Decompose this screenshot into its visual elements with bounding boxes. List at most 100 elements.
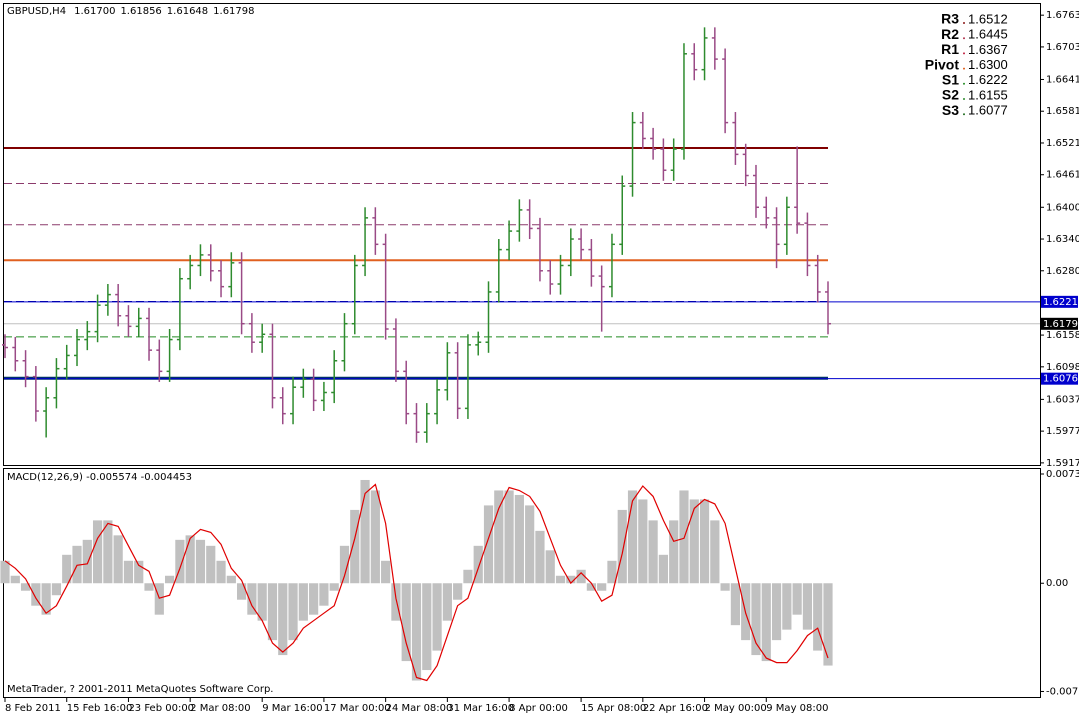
macd-histogram-bar <box>514 494 524 584</box>
macd-histogram-bar <box>154 583 164 615</box>
macd-histogram-bar <box>20 583 31 591</box>
pivot-name: S2 <box>942 87 959 103</box>
pivot-value: 1.6300 <box>968 57 1008 72</box>
macd-histogram-bar <box>576 569 586 584</box>
pivot-value: 1.6077 <box>968 103 1008 118</box>
x-tick-label: 2 Mar 08:00 <box>190 703 250 714</box>
macd-histogram-bar <box>710 520 720 584</box>
header-value: 1.61856 <box>120 6 161 17</box>
price-marker-label: 1.62213 <box>1043 297 1079 308</box>
macd-histogram-bar <box>525 505 535 584</box>
macd-histogram-bar <box>31 583 41 606</box>
macd-histogram-bar <box>463 569 473 584</box>
macd-histogram-bar <box>247 583 257 615</box>
macd-histogram-bar <box>473 545 483 584</box>
x-tick-label: 8 Feb 2011 <box>5 703 61 714</box>
x-tick-label: 8 Apr 00:00 <box>509 703 568 714</box>
pivot-dot <box>963 113 965 116</box>
macd-histogram-bar <box>319 583 329 606</box>
macd-histogram-bar <box>401 583 411 662</box>
macd-histogram-bar <box>422 583 432 671</box>
macd-histogram-bar <box>175 539 185 584</box>
pivot-value: 1.6512 <box>968 11 1008 26</box>
macd-histogram-bar <box>0 560 10 584</box>
y-tick-label: 1.64000 <box>1046 202 1079 213</box>
macd-histogram-bar <box>123 560 134 584</box>
macd-histogram-bar <box>257 583 267 621</box>
macd-histogram-bar <box>288 583 298 641</box>
macd-histogram-bar <box>309 583 319 615</box>
price-marker-box <box>1041 372 1078 385</box>
y-tick-label: 1.65815 <box>1046 106 1079 117</box>
macd-histogram-bar <box>771 583 782 641</box>
macd-histogram-bar <box>720 583 730 591</box>
y-tick-label: 1.63400 <box>1046 234 1079 245</box>
macd-histogram-bar <box>792 583 802 615</box>
price-panel <box>3 3 1041 466</box>
macd-histogram-bar <box>411 583 422 681</box>
macd-histogram-bar <box>185 535 195 584</box>
macd-histogram-bar <box>555 575 566 584</box>
macd-histogram-bar <box>658 554 668 584</box>
pivot-dot <box>963 82 965 85</box>
macd-histogram-bar <box>504 490 514 584</box>
macd-histogram-bar <box>586 583 596 591</box>
macd-histogram-bar <box>699 499 710 584</box>
macd-histogram-bar <box>51 583 62 596</box>
y-tick-label: 1.65215 <box>1046 138 1079 149</box>
symbol-title: GBPUSD,H4 <box>7 6 66 17</box>
macd-histogram-bar <box>617 509 627 584</box>
y-tick-label: -0.00723 <box>1046 686 1079 697</box>
pivot-name: S3 <box>942 102 959 118</box>
y-tick-label: 1.64615 <box>1046 170 1079 181</box>
macd-histogram-bar <box>730 583 741 626</box>
macd-histogram-bar <box>134 560 144 584</box>
macd-histogram-bar <box>144 583 154 591</box>
macd-histogram-bar <box>638 499 648 584</box>
macd-histogram-bar <box>206 545 216 584</box>
x-tick-label: 15 Feb 16:00 <box>67 703 133 714</box>
macd-histogram-bar <box>782 583 792 630</box>
macd-histogram-bar <box>339 545 350 584</box>
macd-histogram-bar <box>165 575 175 584</box>
macd-histogram-bar <box>226 575 236 584</box>
macd-signal-line <box>4 483 829 682</box>
macd-histogram-bar <box>103 520 113 584</box>
pivot-value: 1.6445 <box>968 27 1008 42</box>
y-tick-label: 1.59170 <box>1046 458 1079 469</box>
macd-histogram-bar <box>113 535 123 584</box>
macd-histogram-bar <box>72 545 82 584</box>
price-marker-box <box>1041 317 1078 330</box>
macd-histogram-bar <box>494 490 504 584</box>
x-tick-label: 9 May 08:00 <box>766 703 828 714</box>
macd-histogram-bar <box>823 583 833 666</box>
y-tick-label: 1.62800 <box>1046 266 1079 277</box>
macd-histogram-bar <box>813 583 823 651</box>
pivot-dot <box>963 98 965 100</box>
macd-histogram-bar <box>92 520 103 584</box>
macd-histogram-bar <box>597 583 607 591</box>
pivot-dot <box>963 22 965 24</box>
macd-histogram-bar <box>648 520 658 584</box>
macd-histogram-bar <box>669 520 679 584</box>
macd-histogram-bar <box>195 539 206 584</box>
header-value: 1.61648 <box>167 6 208 17</box>
y-tick-label: 1.61585 <box>1046 330 1079 341</box>
copyright: MetaTrader, ? 2001-2011 MetaQuotes Softw… <box>7 684 273 695</box>
macd-title: MACD(12,26,9) -0.005574 -0.004453 <box>7 472 192 483</box>
x-tick-label: 24 Mar 08:00 <box>386 703 453 714</box>
macd-histogram-bar <box>391 583 401 621</box>
macd-histogram-bar <box>802 583 813 630</box>
macd-histogram-bar <box>689 499 699 584</box>
macd-histogram-bar <box>381 560 391 584</box>
y-tick-label: 0.00 <box>1046 578 1068 589</box>
pivot-name: R3 <box>941 11 959 27</box>
price-marker-box <box>1041 295 1078 308</box>
y-tick-label: 1.60370 <box>1046 394 1079 405</box>
macd-histogram-bar <box>483 505 494 584</box>
macd-histogram-bar <box>10 575 20 584</box>
price-marker-label: 1.60761 <box>1043 374 1079 385</box>
macd-histogram-bar <box>298 583 308 621</box>
